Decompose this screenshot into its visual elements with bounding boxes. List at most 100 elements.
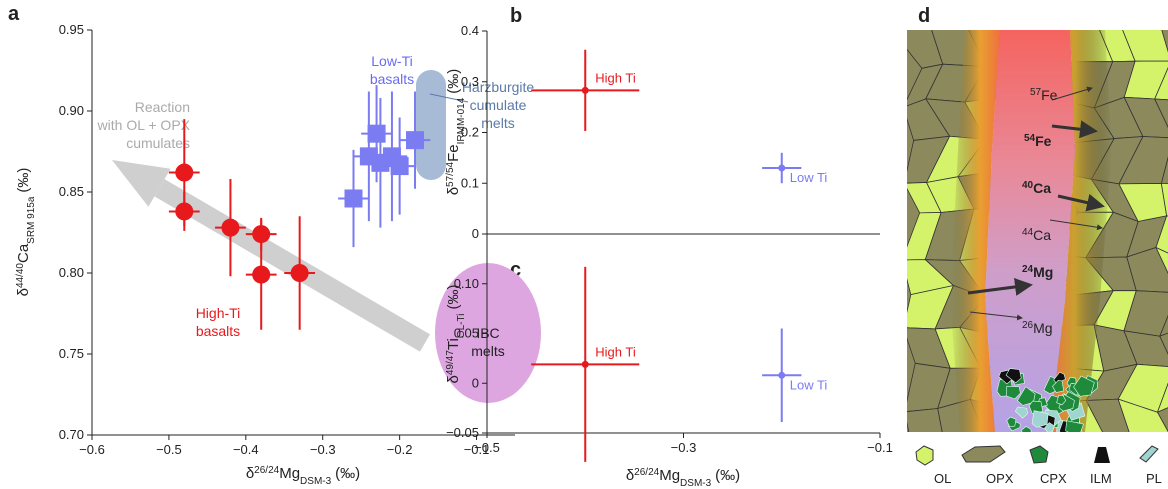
- y-tick-label: −0.05: [446, 425, 479, 440]
- arrow: [1057, 193, 1105, 212]
- mass: 40: [1022, 180, 1034, 191]
- grain: [907, 408, 943, 432]
- reaction-arrow-head: [112, 160, 171, 207]
- series-label: Low Ti: [790, 377, 828, 392]
- harzburgite-field: [416, 70, 446, 180]
- x-tick-label: −0.2: [387, 442, 413, 457]
- x-tick-label: −0.6: [79, 442, 105, 457]
- cpx-grain: [1052, 379, 1065, 393]
- mass: 54: [1024, 133, 1036, 144]
- y-tick-label: 0.05: [454, 326, 479, 341]
- panel-letter: d: [918, 5, 930, 27]
- x-tick-label: −0.1: [464, 442, 490, 457]
- y-tick-label: 0.95: [59, 22, 84, 37]
- grain: [1160, 183, 1168, 217]
- point: [406, 131, 425, 150]
- label-part: (‰): [15, 168, 32, 193]
- point: [290, 264, 309, 282]
- series-label: High Ti: [595, 344, 636, 359]
- y-tick-label: 0.85: [59, 184, 84, 199]
- axis-label: δ49/47TiOL-Ti (‰): [445, 285, 467, 384]
- label-part: DSM-3: [300, 476, 332, 487]
- legend-label: OL: [934, 471, 951, 486]
- label-part: 49/47: [445, 350, 456, 375]
- label-part: OL-Ti: [456, 314, 467, 339]
- grain: [1156, 382, 1168, 413]
- point: [390, 157, 409, 176]
- annotation-line: IBC: [476, 325, 499, 341]
- annotation-line: Low-Ti: [371, 53, 413, 69]
- cpx-grain: [1073, 375, 1095, 397]
- cpx-grain: [1020, 426, 1032, 432]
- label-part: (‰): [445, 285, 462, 310]
- point: [344, 189, 363, 208]
- grain: [907, 30, 944, 69]
- point: [778, 164, 786, 172]
- cpx-grain: [1044, 422, 1055, 432]
- annotation: Reaction with OL + OPX cumulates: [97, 99, 191, 151]
- annotation-line: cumulates: [126, 135, 190, 151]
- x-tick-label: −0.4: [233, 442, 259, 457]
- legend-swatch: [1139, 445, 1159, 463]
- x-tick-label: −0.3: [310, 442, 336, 457]
- annotation-line: Reaction: [135, 99, 190, 115]
- annotation: Harzburgite cumulate melts: [462, 79, 535, 131]
- series-label: High Ti: [595, 70, 636, 85]
- leader: [429, 93, 469, 103]
- cpx-grain: [1065, 420, 1084, 432]
- point: [252, 265, 271, 284]
- element: Mg: [1033, 264, 1053, 280]
- label-part: δ: [445, 375, 462, 383]
- x-tick-label: −0.5: [156, 442, 182, 457]
- point: [581, 360, 589, 368]
- element: Fe: [1041, 87, 1058, 103]
- cpx-grain: [1031, 410, 1049, 428]
- grain: [1085, 398, 1130, 432]
- arrow: [969, 311, 1023, 321]
- label-part: δ: [15, 288, 32, 296]
- axis-label: δ57/54FeIRMM-014 (‰): [445, 69, 467, 196]
- series-label: Low Ti: [790, 170, 828, 185]
- annotation-line: with OL + OPX: [97, 117, 191, 133]
- mass: 57: [1030, 87, 1042, 98]
- grain: [1156, 407, 1168, 432]
- isotope-label: 54Fe: [1024, 133, 1052, 150]
- diagram-labels: 57Fe 54Fe 40Ca 44Ca 24Mg 26Mg: [967, 87, 1105, 336]
- y-tick-label: 0: [472, 226, 479, 241]
- grain: [1154, 98, 1168, 128]
- label-part: Ca: [15, 243, 32, 263]
- legend-swatch: [1094, 447, 1110, 463]
- grain: [1155, 246, 1168, 274]
- arrow: [1051, 120, 1098, 139]
- annotation-line: High-Ti: [196, 305, 241, 321]
- isotope-label: 40Ca: [1022, 180, 1051, 197]
- label-part: 57/54: [445, 161, 456, 186]
- diagram-legend: OL OPX CPX ILM PL: [915, 445, 1162, 486]
- grain: [1126, 246, 1168, 293]
- point: [221, 218, 240, 237]
- point: [367, 124, 386, 143]
- grain: [1154, 67, 1168, 101]
- element: Mg: [1033, 320, 1052, 336]
- grain: [1155, 215, 1168, 254]
- isotope-label: 57Fe: [1030, 87, 1058, 104]
- cpx-grain: [1005, 385, 1021, 400]
- panel-letter: c: [510, 259, 521, 281]
- grain: [1117, 398, 1168, 432]
- label-part: (‰): [715, 467, 740, 484]
- panel-letter: b: [510, 5, 522, 27]
- annotation-line: basalts: [196, 323, 240, 339]
- annotation-line: melts: [481, 115, 514, 131]
- grain: [1159, 314, 1168, 337]
- annotation-line: Harzburgite: [462, 79, 535, 95]
- melt-channel: [985, 30, 1075, 432]
- axis-label: δ26/24MgDSM-3 (‰): [246, 465, 360, 487]
- annotation: Low-Ti basalts: [370, 53, 414, 87]
- grain: [1123, 330, 1168, 367]
- cpx-grain: [1006, 416, 1017, 428]
- legend-label: ILM: [1090, 471, 1112, 486]
- arrow: [1049, 219, 1103, 231]
- ibc-field: [435, 263, 541, 403]
- legend-label: OPX: [986, 471, 1014, 486]
- mass: 44: [1022, 227, 1034, 238]
